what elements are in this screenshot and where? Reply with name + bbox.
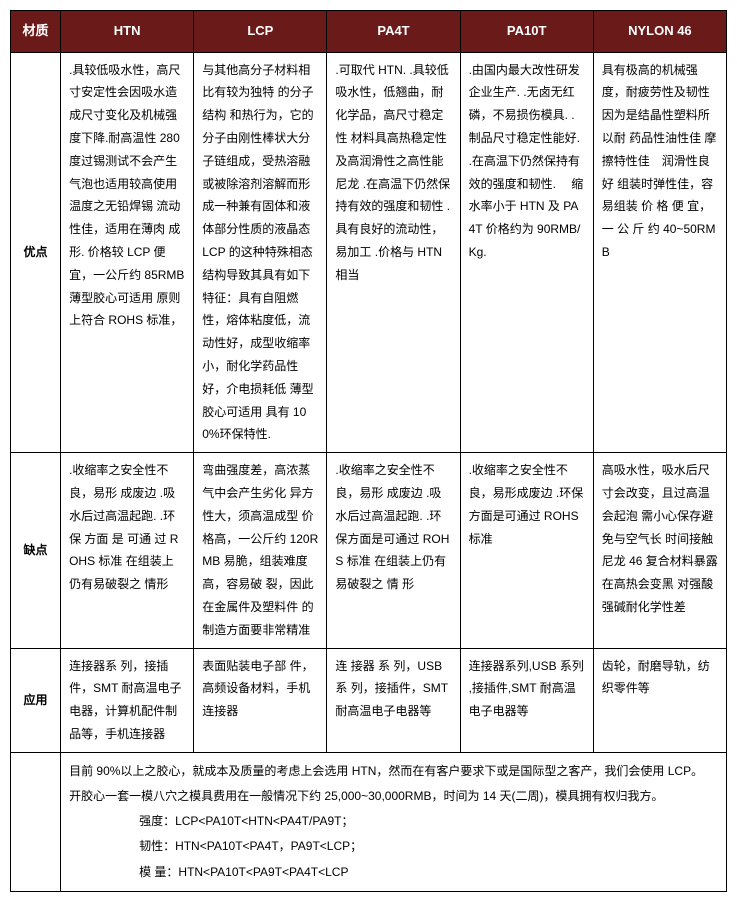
footer-line5: 模 量：HTN<PA10T<PA9T<PA4T<LCP — [69, 860, 718, 885]
applications-lcp: 表面贴装电子部 件，高频设备材料，手机连接器 — [194, 648, 327, 752]
header-htn: HTN — [61, 11, 194, 53]
advantages-nylon46: 具有极高的机械强度，耐疲劳性及韧性 因为是结晶性塑料所以耐 药品性油性佳 摩擦特… — [593, 52, 726, 453]
advantages-row: 优点 .具较低吸水性，高尺寸安定性会因吸水造成尺寸变化及机械强度下降.耐高温性 … — [11, 52, 727, 453]
footer-summary: 目前 90%以上之胶心，就成本及质量的考虑上会选用 HTN，然而在有客户要求下或… — [61, 752, 727, 891]
header-lcp: LCP — [194, 11, 327, 53]
header-pa10t: PA10T — [460, 11, 593, 53]
material-comparison-table: 材质 HTN LCP PA4T PA10T NYLON 46 优点 .具较低吸水… — [10, 10, 727, 892]
disadvantages-htn: .收缩率之安全性不良，易形 成废边 .吸水后过高温起跑. .环保 方面 是 可通… — [61, 453, 194, 648]
disadvantages-label: 缺点 — [11, 453, 61, 648]
applications-pa10t: 连接器系列,USB 系列 ,接插件,SMT 耐高温电子电器等 — [460, 648, 593, 752]
applications-nylon46: 齿轮，耐磨导轨，纺织零件等 — [593, 648, 726, 752]
advantages-htn: .具较低吸水性，高尺寸安定性会因吸水造成尺寸变化及机械强度下降.耐高温性 280… — [61, 52, 194, 453]
applications-row: 应用 连接器系 列，接插件，SMT 耐高温电子电器，计算机配件制品等，手机连接器… — [11, 648, 727, 752]
header-material: 材质 — [11, 11, 61, 53]
footer-row: 目前 90%以上之胶心，就成本及质量的考虑上会选用 HTN，然而在有客户要求下或… — [11, 752, 727, 891]
header-nylon46: NYLON 46 — [593, 11, 726, 53]
footer-line4: 韧性：HTN<PA10T<PA4T，PA9T<LCP； — [69, 834, 718, 859]
footer-line1: 目前 90%以上之胶心，就成本及质量的考虑上会选用 HTN，然而在有客户要求下或… — [69, 759, 718, 784]
disadvantages-pa10t: .收缩率之安全性不良，易形成废边 .环保方面是可通过 ROHS 标准 — [460, 453, 593, 648]
advantages-lcp: 与其他高分子材料相比有较为独特 的分子 结构 和热行为，它的分子由刚性棒状大分子… — [194, 52, 327, 453]
footer-blank — [11, 752, 61, 891]
header-row: 材质 HTN LCP PA4T PA10T NYLON 46 — [11, 11, 727, 53]
disadvantages-nylon46: 高吸水性，吸水后尺寸会改变，且过高温会起泡 需小心保存避免与空气长 时间接触 尼… — [593, 453, 726, 648]
applications-htn: 连接器系 列，接插件，SMT 耐高温电子电器，计算机配件制品等，手机连接器 — [61, 648, 194, 752]
advantages-pa10t: .由国内最大改性研发企业生产. .无卤无红磷，不易损伤模具. .制品尺寸稳定性能… — [460, 52, 593, 453]
header-pa4t: PA4T — [327, 11, 460, 53]
footer-line2: 开胶心一套一模八穴之模具费用在一般情况下约 25,000~30,000RMB，时… — [69, 784, 718, 809]
applications-label: 应用 — [11, 648, 61, 752]
applications-pa4t: 连 接器 系 列，USB 系 列，接插件，SMT 耐高温电子电器等 — [327, 648, 460, 752]
disadvantages-lcp: 弯曲强度差，高浓蒸气中会产生劣化 异方性大，须高温成型 价格高，一公斤约 120… — [194, 453, 327, 648]
footer-line3: 强度：LCP<PA10T<HTN<PA4T/PA9T； — [69, 809, 718, 834]
disadvantages-row: 缺点 .收缩率之安全性不良，易形 成废边 .吸水后过高温起跑. .环保 方面 是… — [11, 453, 727, 648]
advantages-pa4t: .可取代 HTN. .具较低吸水性，低翘曲，耐化学品，高尺寸稳定性 材料具高热稳… — [327, 52, 460, 453]
advantages-label: 优点 — [11, 52, 61, 453]
disadvantages-pa4t: .收缩率之安全性不良，易形 成废边 .吸水后过高温起跑. .环保方面是可通过 R… — [327, 453, 460, 648]
